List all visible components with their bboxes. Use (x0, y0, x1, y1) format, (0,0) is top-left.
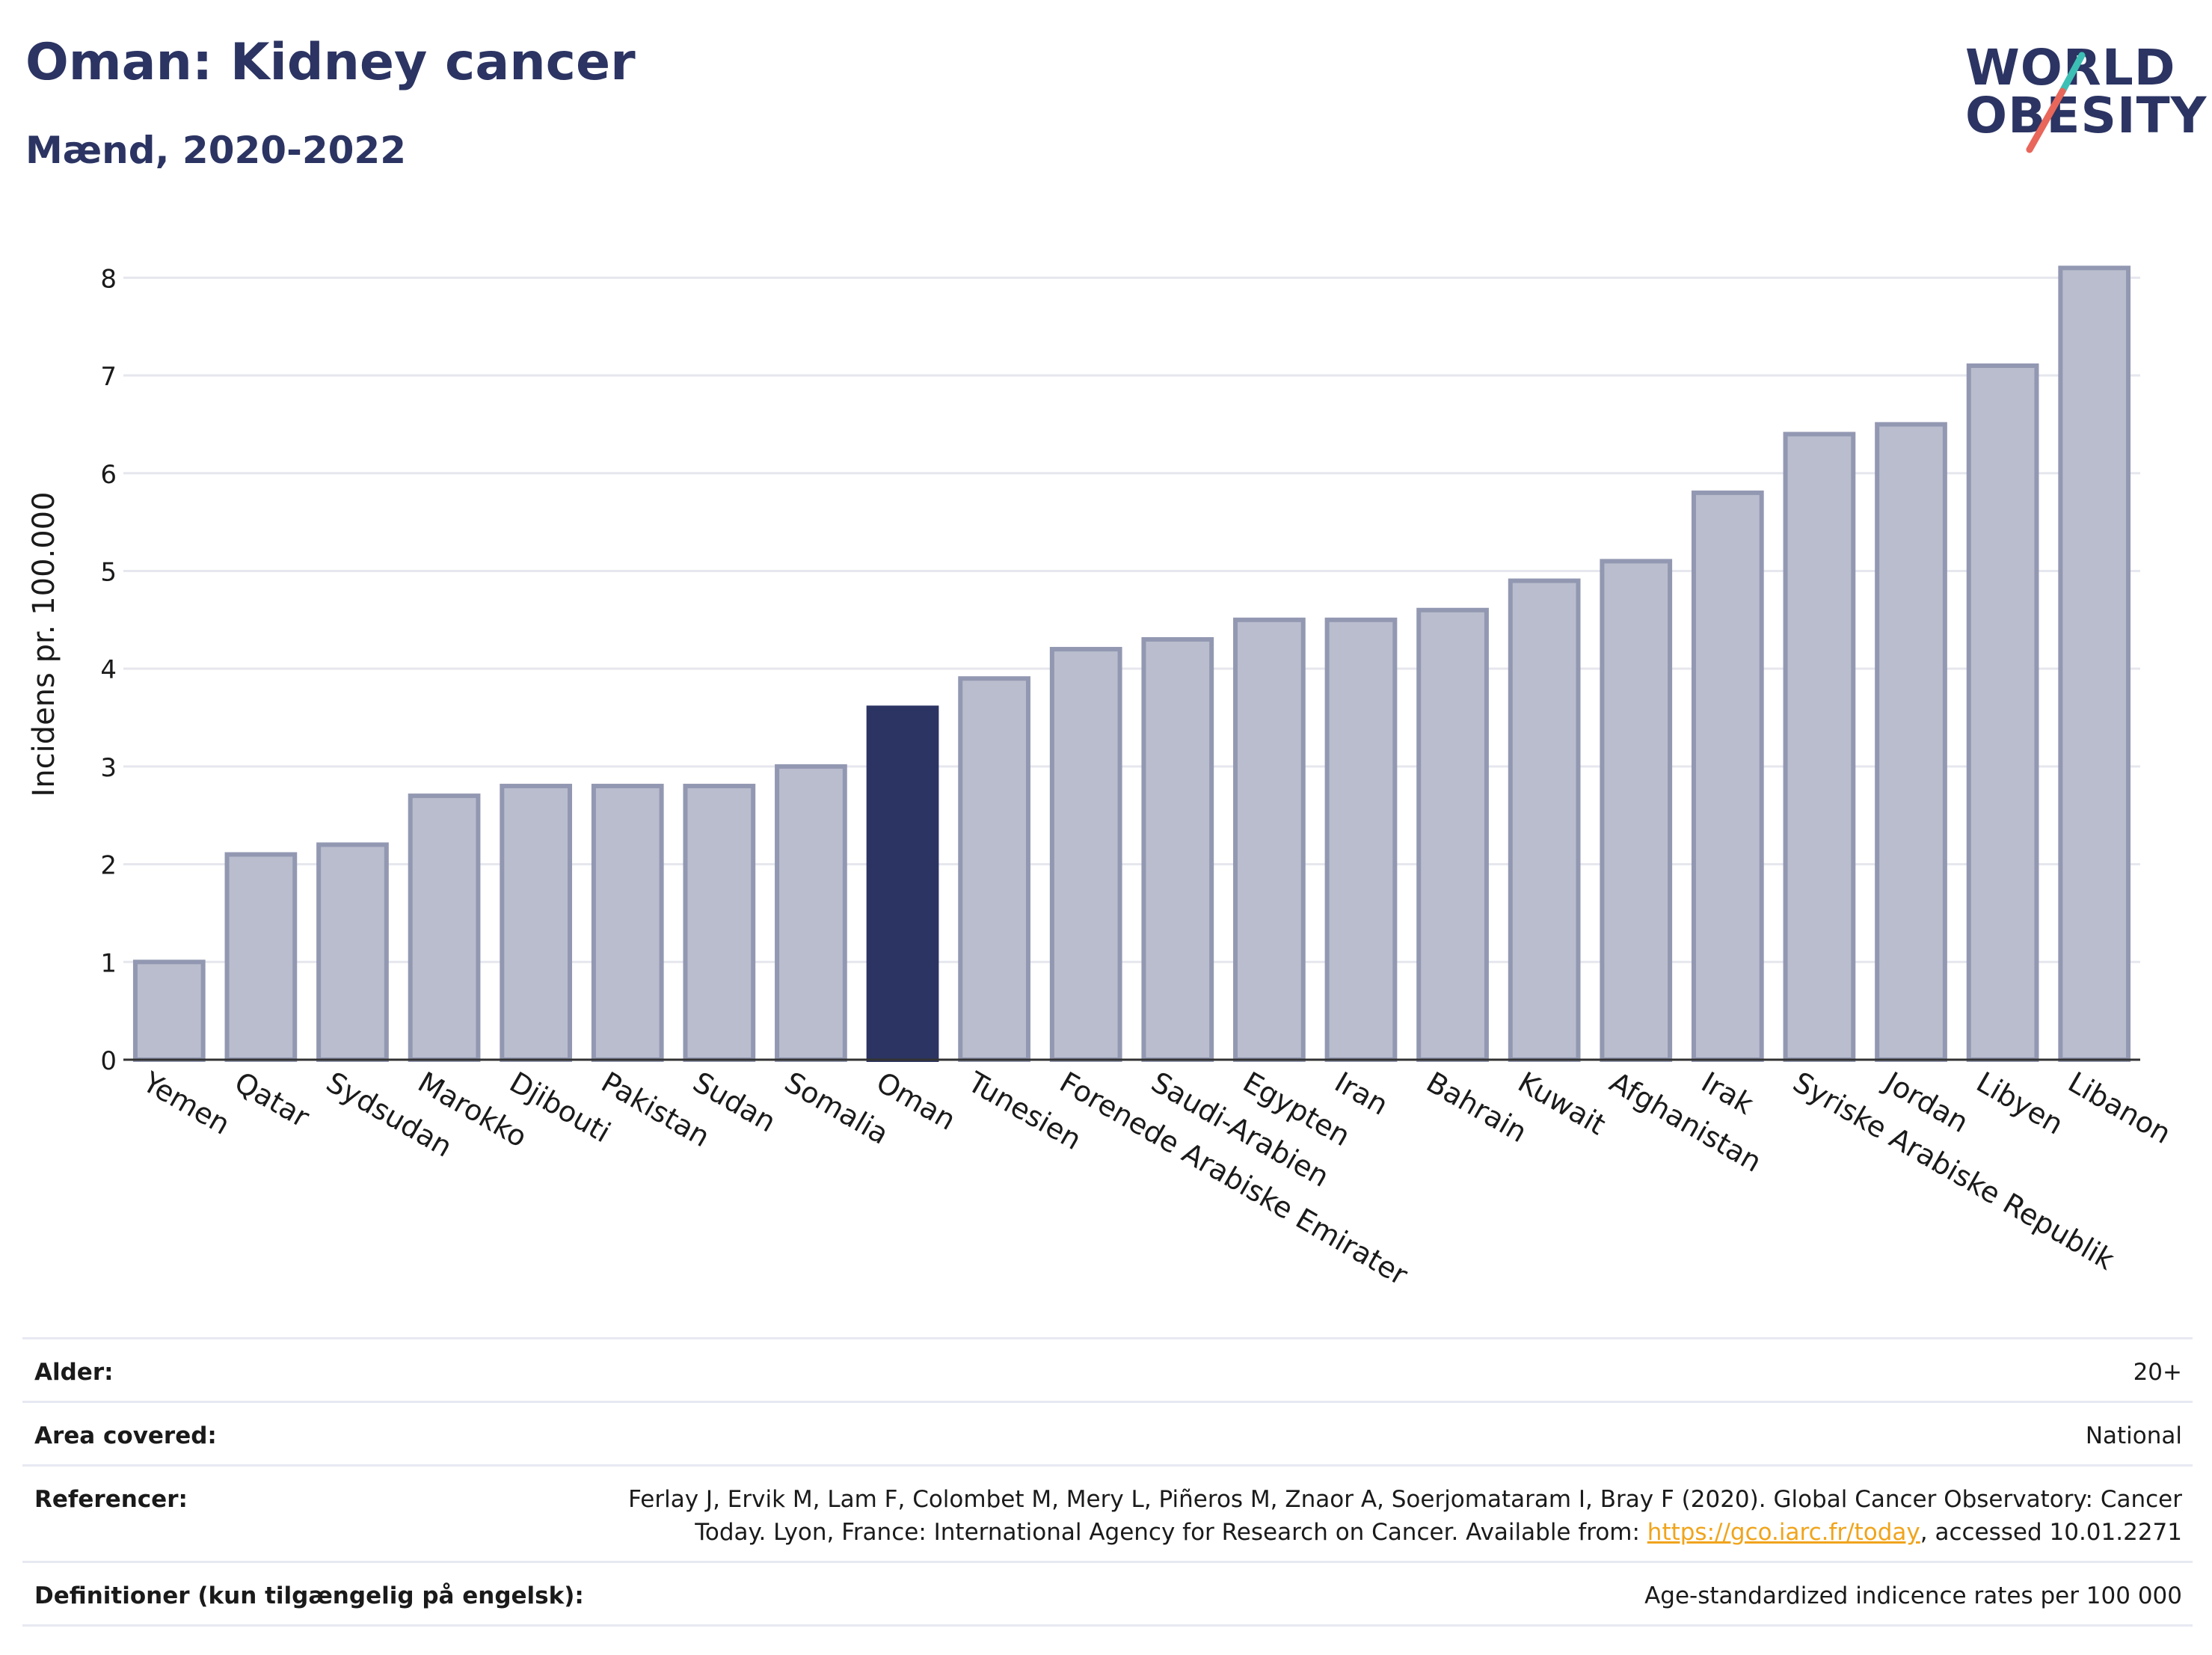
logo-slash-icon (2026, 52, 2086, 153)
info-table: Alder: 20+ Area covered: National Refere… (22, 1337, 2193, 1627)
bar-iran[interactable] (1324, 617, 1398, 1062)
bar-somalia[interactable] (775, 764, 847, 1062)
bar-djibouti[interactable] (500, 784, 573, 1063)
y-tick-label: 0 (100, 1046, 117, 1076)
x-tick-label: Somalia (779, 1066, 894, 1151)
info-label-references: Referencer: (34, 1486, 188, 1513)
logo-word-obesity: OBESITY (1965, 87, 2208, 144)
bar-qatar[interactable] (224, 852, 298, 1062)
y-tick-label: 1 (100, 948, 117, 978)
bar-bahrain[interactable] (1416, 607, 1489, 1062)
x-tick-label: Bahrain (1421, 1066, 1532, 1149)
reference-link[interactable]: https://gco.iarc.fr/today (1647, 1519, 1920, 1546)
y-tick-label: 7 (100, 362, 117, 392)
info-row-age: Alder: 20+ (22, 1337, 2193, 1401)
bar-irak[interactable] (1691, 490, 1764, 1062)
info-value-definitions: Age-standardized indicence rates per 100… (1644, 1582, 2182, 1609)
info-label-age: Alder: (34, 1359, 114, 1386)
info-row-area: Area covered: National (22, 1401, 2193, 1464)
bar-afghanistan[interactable] (1600, 559, 1673, 1062)
y-tick-label: 2 (100, 851, 117, 881)
bar-syriske-arabiske-republik[interactable] (1783, 432, 1856, 1062)
info-label-definitions: Definitioner (kun tilgængelig på engelsk… (34, 1582, 584, 1609)
x-tick-label: Libanon (2062, 1066, 2176, 1150)
bar-pakistan[interactable] (591, 784, 664, 1063)
y-tick-label: 8 (100, 264, 117, 294)
chart-title: Oman: Kidney cancer (25, 33, 636, 92)
bar-forenede-arabiske-emirater[interactable] (1049, 647, 1122, 1062)
y-tick-label: 3 (100, 753, 117, 783)
info-value-age: 20+ (2133, 1359, 2182, 1386)
x-tick-label: Kuwait (1513, 1066, 1612, 1142)
bars (132, 265, 2131, 1063)
reference-accessed: , accessed 10.01.2271 (1920, 1519, 2182, 1546)
info-row-definitions: Definitioner (kun tilgængelig på engelsk… (22, 1561, 2193, 1627)
bar-saudi-arabien[interactable] (1141, 636, 1214, 1062)
bar-sudan[interactable] (683, 784, 756, 1063)
bar-egypten[interactable] (1233, 617, 1306, 1062)
logo-word-world: WORLD (1965, 39, 2176, 96)
y-axis-label: Incidens pr. 100.000 (27, 491, 61, 796)
x-tick-label: Yemen (137, 1065, 236, 1141)
bar-tunesien[interactable] (958, 676, 1030, 1062)
x-tick-label: Qatar (229, 1066, 315, 1134)
world-obesity-logo[interactable]: WORLD OBESITY (1958, 39, 2206, 159)
bar-sydsudan[interactable] (316, 842, 389, 1063)
bar-kuwait[interactable] (1508, 578, 1581, 1062)
reference-text: Ferlay J, Ervik M, Lam F, Colombet M, Me… (628, 1486, 2182, 1546)
bar-jordan[interactable] (1875, 422, 1947, 1063)
x-tick-label: Irak (1696, 1066, 1759, 1121)
bar-yemen[interactable] (132, 959, 206, 1062)
y-tick-label: 4 (100, 655, 117, 685)
info-value-references: Ferlay J, Ervik M, Lam F, Colombet M, Me… (627, 1483, 2182, 1549)
info-row-references: Referencer: Ferlay J, Ervik M, Lam F, Co… (22, 1464, 2193, 1561)
y-tick-label: 5 (100, 557, 117, 587)
bar-libanon[interactable] (2058, 265, 2131, 1063)
bar-marokko[interactable] (408, 793, 481, 1062)
info-value-area: National (2085, 1422, 2182, 1449)
info-label-area: Area covered: (34, 1422, 217, 1449)
y-tick-label: 6 (100, 460, 117, 490)
bar-libyen[interactable] (1966, 363, 2039, 1063)
x-tick-label: Iran (1329, 1066, 1393, 1122)
bar-oman[interactable] (866, 705, 939, 1062)
chart-subtitle: Mænd, 2020-2022 (25, 129, 407, 172)
x-tick-label: Libyen (1971, 1066, 2069, 1141)
